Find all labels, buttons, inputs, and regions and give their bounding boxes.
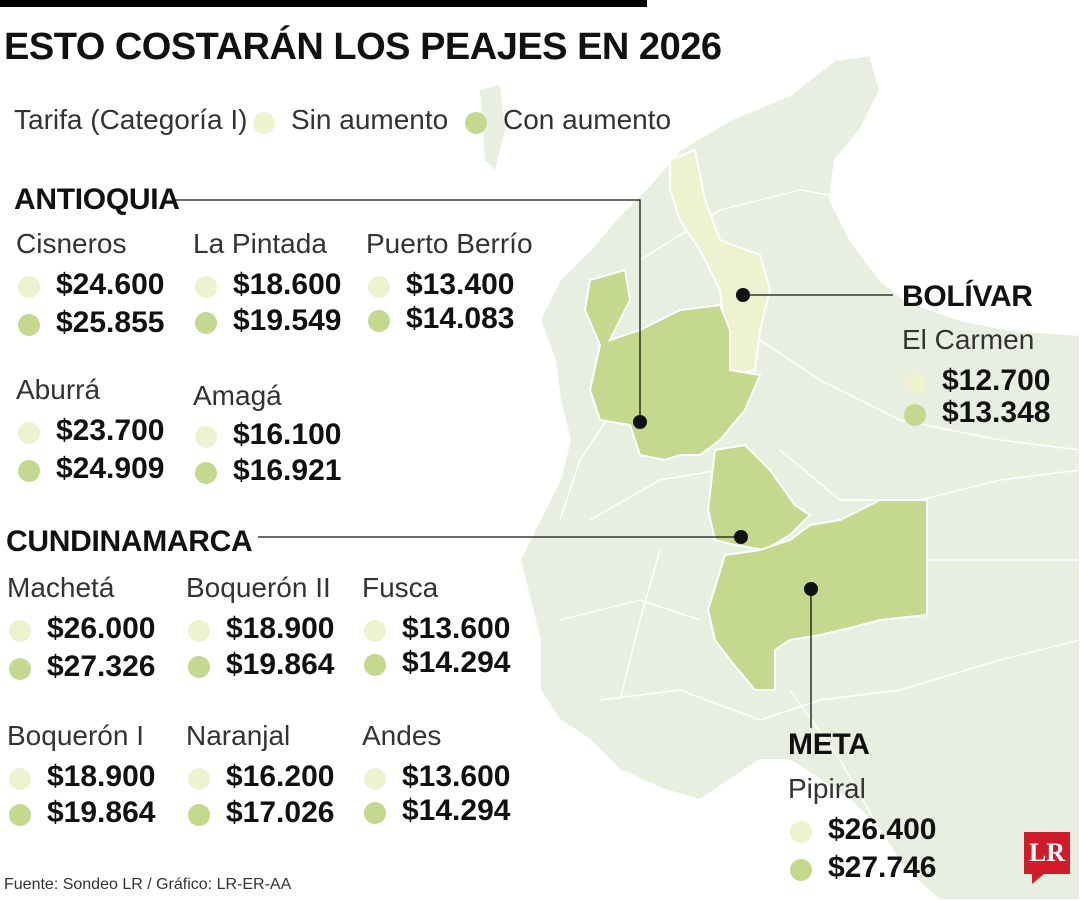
legend-label: Tarifa (Categoría I) — [14, 104, 248, 135]
swatch-sin-aumento — [195, 276, 217, 298]
legend-item-con-aumento: Con aumento — [503, 104, 672, 135]
swatch-con-aumento — [195, 312, 217, 334]
toll-name: Aburrá — [16, 374, 101, 405]
swatch-sin-aumento — [18, 422, 40, 444]
price-con-aumento: $27.326 — [47, 650, 156, 683]
swatch-con-aumento — [790, 859, 812, 881]
toll-name: Cisneros — [16, 228, 127, 259]
leader-lines — [172, 199, 893, 728]
swatch-sin-aumento — [9, 768, 31, 790]
swatch-sin-aumento — [364, 768, 386, 790]
toll-name: Machetá — [7, 572, 115, 603]
swatch-sin-aumento — [195, 426, 217, 448]
toll-name: Naranjal — [186, 720, 291, 751]
price-sin-aumento: $18.900 — [47, 760, 156, 793]
region-title-antioquia: ANTIOQUIA — [14, 183, 180, 216]
swatch-con-aumento — [9, 658, 31, 680]
price-con-aumento: $19.864 — [226, 648, 335, 681]
swatch-con-aumento — [364, 654, 386, 676]
price-sin-aumento: $16.100 — [233, 418, 342, 451]
swatch-con-aumento — [364, 802, 386, 824]
toll-name: Fusca — [362, 572, 439, 603]
price-sin-aumento: $24.600 — [56, 268, 165, 301]
price-con-aumento: $16.921 — [233, 454, 342, 487]
price-con-aumento: $19.549 — [233, 304, 342, 337]
source-credit: Fuente: Sondeo LR / Gráfico: LR-ER-AA — [4, 876, 292, 893]
price-con-aumento: $27.746 — [828, 851, 937, 884]
swatch-sin-aumento — [368, 276, 390, 298]
toll-name: Boquerón I — [7, 720, 144, 751]
price-con-aumento: $13.348 — [942, 396, 1051, 429]
price-con-aumento: $25.855 — [56, 306, 165, 339]
swatch-sin-aumento — [904, 372, 926, 394]
price-con-aumento: $19.864 — [47, 796, 156, 829]
price-con-aumento: $14.083 — [406, 302, 515, 335]
marker-meta — [804, 582, 818, 596]
price-con-aumento: $14.294 — [402, 794, 511, 827]
price-sin-aumento: $13.600 — [402, 612, 511, 645]
swatch-con-aumento — [18, 314, 40, 336]
top-bar — [0, 0, 647, 7]
department-borders — [559, 189, 1080, 831]
swatch-con-aumento — [188, 804, 210, 826]
toll-name: El Carmen — [902, 324, 1035, 355]
swatch-con-aumento — [18, 460, 40, 482]
swatch-con-aumento — [188, 656, 210, 678]
price-sin-aumento: $16.200 — [226, 760, 335, 793]
price-con-aumento: $17.026 — [226, 796, 335, 829]
swatch-con-aumento — [195, 462, 217, 484]
swatch-sin-aumento — [790, 821, 812, 843]
page-title: ESTO COSTARÁN LOS PEAJES EN 2026 — [4, 26, 722, 68]
swatch-con-aumento — [904, 404, 926, 426]
toll-name: Pipiral — [788, 773, 866, 804]
legend-swatch-con-aumento — [465, 112, 487, 134]
region-bolivar — [669, 148, 772, 377]
legend-swatch-sin-aumento — [253, 112, 275, 134]
swatch-sin-aumento — [364, 620, 386, 642]
swatch-sin-aumento — [9, 620, 31, 642]
region-title-cundinamarca: CUNDINAMARCA — [6, 525, 253, 558]
marker-cundinamarca — [734, 530, 748, 544]
price-sin-aumento: $12.700 — [942, 364, 1051, 397]
legend-item-sin-aumento: Sin aumento — [291, 104, 449, 135]
toll-name: Puerto Berrío — [366, 228, 533, 259]
swatch-sin-aumento — [188, 768, 210, 790]
toll-name: Boquerón II — [186, 572, 331, 603]
region-title-meta: META — [788, 728, 870, 761]
marker-bolivar — [736, 288, 750, 302]
region-meta — [706, 499, 928, 691]
region-title-bolivar: BOLÍVAR — [902, 280, 1033, 313]
toll-name: La Pintada — [193, 228, 327, 259]
island — [480, 85, 505, 170]
colombia-land — [518, 53, 1080, 900]
region-cundinamarca — [706, 443, 812, 552]
price-sin-aumento: $13.400 — [406, 268, 515, 301]
toll-name: Andes — [362, 720, 442, 751]
price-sin-aumento: $26.000 — [47, 612, 156, 645]
marker-antioquia — [633, 415, 647, 429]
lr-logo: LR — [1024, 832, 1070, 884]
toll-name: Amagá — [193, 380, 282, 411]
swatch-sin-aumento — [188, 620, 210, 642]
swatch-con-aumento — [9, 804, 31, 826]
price-sin-aumento: $26.400 — [828, 813, 937, 846]
price-con-aumento: $14.294 — [402, 646, 511, 679]
price-sin-aumento: $18.900 — [226, 612, 335, 645]
swatch-con-aumento — [368, 310, 390, 332]
price-con-aumento: $24.909 — [56, 452, 165, 485]
region-antioquia — [583, 268, 762, 462]
leader-antioquia — [172, 199, 641, 422]
swatch-sin-aumento — [18, 276, 40, 298]
price-sin-aumento: $18.600 — [233, 268, 342, 301]
price-sin-aumento: $13.600 — [402, 760, 511, 793]
price-sin-aumento: $23.700 — [56, 414, 165, 447]
